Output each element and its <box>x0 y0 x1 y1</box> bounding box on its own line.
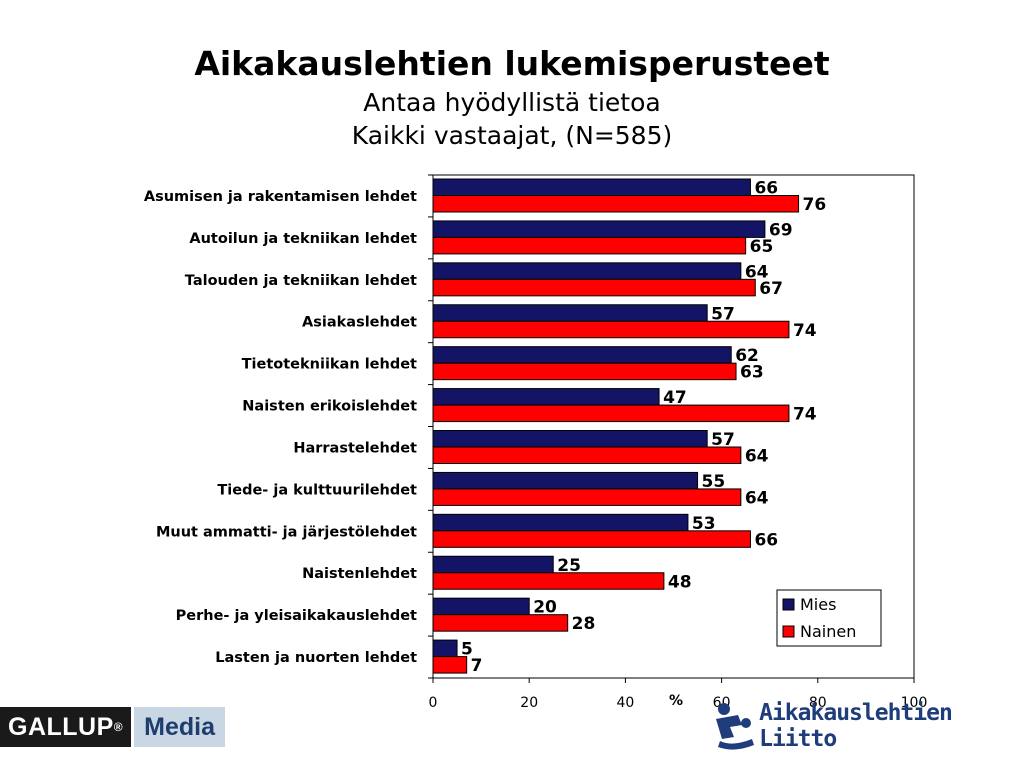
category-label: Talouden ja tekniikan lehdet <box>185 273 417 289</box>
liitto-text: Aikakauslehtien Liitto <box>759 700 953 752</box>
bar-mies <box>432 597 530 616</box>
liitto-emblem-icon <box>716 703 754 750</box>
data-label: 63 <box>740 363 764 383</box>
data-label: 7 <box>471 656 483 676</box>
data-label: 47 <box>663 388 687 408</box>
bar-nainen <box>432 572 665 590</box>
data-label: 5 <box>461 640 473 660</box>
data-label: 48 <box>668 572 692 592</box>
category-label: Tiede- ja kulttuurilehdet <box>217 482 417 498</box>
data-label: 69 <box>769 220 793 240</box>
legend-swatch-mies <box>782 598 795 611</box>
data-label: 66 <box>754 179 778 199</box>
data-label: 62 <box>735 346 759 366</box>
bar-nainen <box>432 530 751 548</box>
data-label: 66 <box>754 530 778 550</box>
category-label: Autoilun ja tekniikan lehdet <box>189 231 417 247</box>
data-label: 74 <box>793 405 817 425</box>
data-label: 57 <box>711 430 735 450</box>
category-label: Muut ammatti- ja järjestölehdet <box>156 524 417 540</box>
data-label: 20 <box>533 598 557 618</box>
bar-mies <box>432 471 699 490</box>
legend-swatch-nainen <box>782 625 795 638</box>
bar-nainen <box>432 236 747 255</box>
data-label: 64 <box>745 488 769 508</box>
bar-mies <box>432 430 708 448</box>
data-label: 55 <box>702 472 726 492</box>
gallup-logo-text: GALLUP <box>8 712 114 741</box>
bar-mies <box>432 639 458 658</box>
category-label: Lasten ja nuorten lehdet <box>215 650 417 666</box>
registered-mark: ® <box>113 720 124 734</box>
aikakauslehtien-liitto-logo: Aikakauslehtien Liitto <box>712 700 1024 752</box>
bar-nainen <box>432 446 742 464</box>
data-label: 74 <box>793 321 817 341</box>
bar-nainen <box>432 488 742 506</box>
data-label: 57 <box>711 304 735 324</box>
legend-label: Mies <box>800 595 836 614</box>
bar-mies <box>432 178 751 196</box>
bar-mies <box>432 555 554 574</box>
x-tick-label: 100 <box>901 695 928 711</box>
x-tick-label: 20 <box>520 695 538 711</box>
data-label: 64 <box>745 262 769 282</box>
category-label: Naisten erikoislehdet <box>242 399 417 415</box>
category-label: Asumisen ja rakentamisen lehdet <box>144 189 417 205</box>
gallup-wordmark: GALLUP ® <box>0 707 132 747</box>
bar-nainen <box>432 362 737 381</box>
x-tick-label: 40 <box>616 695 634 711</box>
bar-mies <box>432 304 708 322</box>
category-label: Harrastelehdet <box>293 440 417 456</box>
category-label: Tietotekniikan lehdet <box>242 357 417 373</box>
data-label: 28 <box>572 614 596 634</box>
category-label: Asiakaslehdet <box>302 315 417 331</box>
category-label: Perhe- ja yleisaikakauslehdet <box>176 608 417 624</box>
bar-nainen <box>432 656 468 674</box>
chart-title: Aikakauslehtien lukemisperusteet <box>194 44 830 83</box>
data-label: 53 <box>692 514 716 534</box>
bar-nainen <box>432 195 800 213</box>
x-tick-label: 0 <box>429 695 438 711</box>
gallup-media-logo: GALLUP ® Media <box>0 707 225 747</box>
x-tick-label: 80 <box>809 695 827 711</box>
bar-nainen <box>432 320 790 339</box>
category-label: Naistenlehdet <box>302 566 417 582</box>
bar-mies <box>432 346 732 364</box>
data-label: 25 <box>557 556 581 576</box>
bar-mies <box>432 388 660 406</box>
data-label: 64 <box>745 447 769 467</box>
data-label: 65 <box>750 237 774 257</box>
legend-label: Nainen <box>800 622 856 641</box>
bar-nainen <box>432 404 790 423</box>
media-wordmark: Media <box>131 707 225 747</box>
bar-nainen <box>432 614 569 632</box>
bar-mies <box>432 220 766 238</box>
chart-sample-note: Kaikki vastaajat, (N=585) <box>351 121 673 150</box>
bar-mies <box>432 262 742 280</box>
bar-mies <box>432 513 689 532</box>
bar-nainen <box>432 278 756 297</box>
data-label: 76 <box>803 195 827 215</box>
x-axis-label: % <box>669 693 683 709</box>
chart-subtitle: Antaa hyödyllistä tietoa <box>363 88 661 117</box>
data-label: 67 <box>759 279 783 299</box>
